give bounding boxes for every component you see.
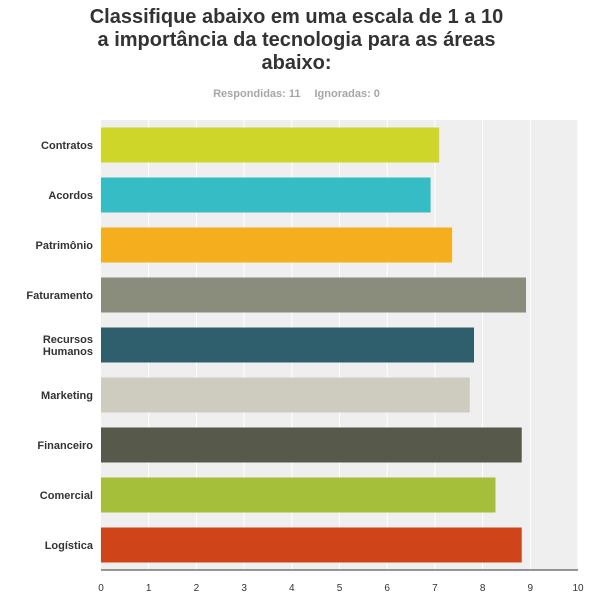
title-line-3: abaixo: xyxy=(261,52,332,74)
bar xyxy=(101,227,453,263)
x-tick-label: 7 xyxy=(432,583,438,594)
x-tick-label: 10 xyxy=(572,583,584,594)
x-tick-label: 1 xyxy=(146,583,152,594)
category-label: Logística xyxy=(45,540,94,552)
bar xyxy=(101,327,475,363)
bar xyxy=(101,127,440,163)
category-label: Comercial xyxy=(40,490,93,502)
answered-count: Respondidas: 11 xyxy=(213,88,301,100)
bar xyxy=(101,377,470,413)
x-tick-label: 9 xyxy=(528,583,534,594)
bar xyxy=(101,177,431,213)
response-stats: Respondidas: 11 Ignoradas: 0 xyxy=(0,88,593,100)
chart-title: Classifique abaixo em uma escala de 1 a … xyxy=(40,6,553,75)
bar xyxy=(101,277,527,313)
skipped-count: Ignoradas: 0 xyxy=(314,88,380,100)
x-tick-label: 3 xyxy=(241,583,247,594)
bar xyxy=(101,427,522,463)
x-tick-label: 8 xyxy=(480,583,486,594)
bar xyxy=(101,527,522,563)
category-label: Financeiro xyxy=(37,440,93,452)
x-tick-label: 4 xyxy=(289,583,295,594)
bar-chart: 0 1 2 3 4 5 6 7 8 9 10 Contratos Acordos Patrimônio Fa… xyxy=(26,120,584,594)
title-line-1: Classifique abaixo em uma escala de 1 a … xyxy=(89,6,504,28)
category-label: Recursos Humanos xyxy=(43,334,93,358)
category-label: Contratos xyxy=(41,140,93,152)
category-label: Patrimônio xyxy=(36,240,94,252)
bar xyxy=(101,477,496,513)
x-tick-label: 0 xyxy=(98,583,104,594)
x-tick-label: 2 xyxy=(194,583,200,594)
category-label: Faturamento xyxy=(26,290,93,302)
x-tick-label: 6 xyxy=(384,583,390,594)
x-tick-label: 5 xyxy=(337,583,343,594)
category-label: Marketing xyxy=(41,390,93,402)
category-label: Acordos xyxy=(48,190,93,202)
title-line-2: a importância da tecnologia para as área… xyxy=(97,29,496,51)
